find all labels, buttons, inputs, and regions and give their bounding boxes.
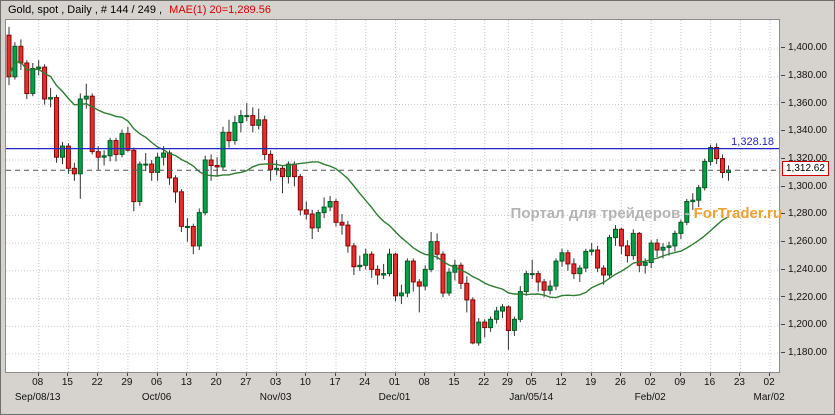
time-axis-tick (67, 373, 69, 376)
time-axis-label: 29 (121, 377, 133, 388)
price-axis-label: 1,400.00 (781, 42, 827, 53)
price-axis-label: 1,180.00 (781, 347, 827, 358)
time-axis-tick (590, 373, 592, 376)
time-axis-label: 06 (151, 377, 163, 388)
time-axis-month-label: Dec/01 (378, 392, 411, 403)
time-axis-label: 08 (418, 377, 430, 388)
chart-header: Gold, spot , Daily , # 144 / 249 , MAE(1… (8, 4, 271, 17)
time-axis-tick (620, 373, 622, 376)
price-axis-label: 1,280.00 (781, 208, 827, 219)
time-axis-label: 27 (240, 377, 252, 388)
time-axis-tick (679, 373, 681, 376)
time-axis-tick (483, 373, 485, 376)
plot-frame: 1,328.18 (5, 19, 780, 373)
time-axis[interactable]: 08 15 22 29 06 13 20 27 03 10 17 24 01 08 15 22 29 05 12 19… (5, 373, 785, 414)
time-axis-tick (394, 373, 396, 376)
time-axis-month-label: Mar/02 (753, 392, 785, 403)
indicator-value: MAE(1) 20=1,289.56 (169, 4, 271, 16)
time-axis-tick (561, 373, 562, 376)
time-axis-label: 02 (644, 377, 656, 388)
time-axis-month-label: Feb/02 (634, 392, 666, 403)
time-axis-tick (126, 373, 128, 376)
time-axis-label: 22 (91, 377, 103, 388)
time-axis-label: 15 (61, 377, 73, 388)
time-axis-tick (216, 373, 218, 376)
time-axis-tick (156, 373, 158, 376)
time-axis-label: 12 (555, 377, 567, 388)
time-axis-label: 29 (501, 377, 513, 388)
time-axis-label: 19 (585, 377, 597, 388)
time-axis-tick (507, 373, 509, 376)
price-axis-label: 1,300.00 (781, 181, 827, 192)
price-axis-label: 1,260.00 (781, 236, 827, 247)
time-axis-tick (97, 373, 99, 376)
time-axis-label: 13 (180, 377, 192, 388)
time-axis-label: 26 (614, 377, 626, 388)
time-axis-label: 03 (270, 377, 282, 388)
time-axis-label: 09 (674, 377, 686, 388)
time-axis-month-label: Jan/05/14 (509, 392, 554, 403)
price-axis-label: 1,380.00 (781, 70, 827, 81)
instrument-title: Gold, spot , Daily , # 144 / 249 , (8, 4, 163, 16)
time-axis-label: 20 (210, 377, 222, 388)
price-axis-label: 1,340.00 (781, 125, 827, 136)
time-axis-tick (245, 373, 247, 376)
price-axis-label: 1,320.00 (781, 153, 827, 164)
last-price-label: 1,312.62 (782, 161, 829, 177)
time-axis-label: 23 (733, 377, 745, 388)
time-axis-label: 10 (299, 377, 311, 388)
time-axis-label: 05 (525, 377, 537, 388)
price-axis-label: 1,240.00 (781, 264, 827, 275)
time-axis-tick (335, 373, 336, 376)
time-axis-label: 01 (388, 377, 401, 388)
time-axis-label: 24 (359, 377, 371, 388)
time-axis-month-label: Nov/03 (259, 392, 292, 403)
price-axis-label: 1,200.00 (781, 319, 827, 330)
candlestick-plot[interactable] (6, 20, 779, 372)
price-axis-label: 1,360.00 (781, 98, 827, 109)
resistance-level-label: 1,328.18 (729, 135, 776, 148)
time-axis-tick (275, 373, 277, 376)
time-axis-tick (305, 373, 307, 376)
time-axis-month-label: Sep/08/13 (14, 392, 61, 403)
time-axis-tick (424, 373, 426, 376)
price-axis[interactable]: 1,400.00 1,380.00 1,360.00 1,340.00 1,320.00… (781, 19, 834, 372)
time-axis-label: 16 (704, 377, 716, 388)
time-axis-tick (769, 373, 771, 376)
time-axis-label: 08 (32, 377, 44, 388)
time-axis-tick (739, 373, 741, 376)
time-axis-label: 15 (448, 377, 460, 388)
time-axis-tick (709, 373, 711, 376)
time-axis-label: 22 (478, 377, 490, 388)
time-axis-tick (650, 373, 652, 376)
time-axis-tick (364, 373, 366, 376)
time-axis-label: 17 (329, 377, 341, 388)
time-axis-tick (453, 373, 455, 376)
time-axis-tick (37, 373, 39, 376)
time-axis-tick (186, 373, 188, 376)
price-axis-label: 1,220.00 (781, 292, 827, 303)
time-axis-month-label: Oct/06 (141, 392, 172, 403)
time-axis-tick (531, 373, 533, 376)
time-axis-label: 02 (763, 377, 775, 388)
